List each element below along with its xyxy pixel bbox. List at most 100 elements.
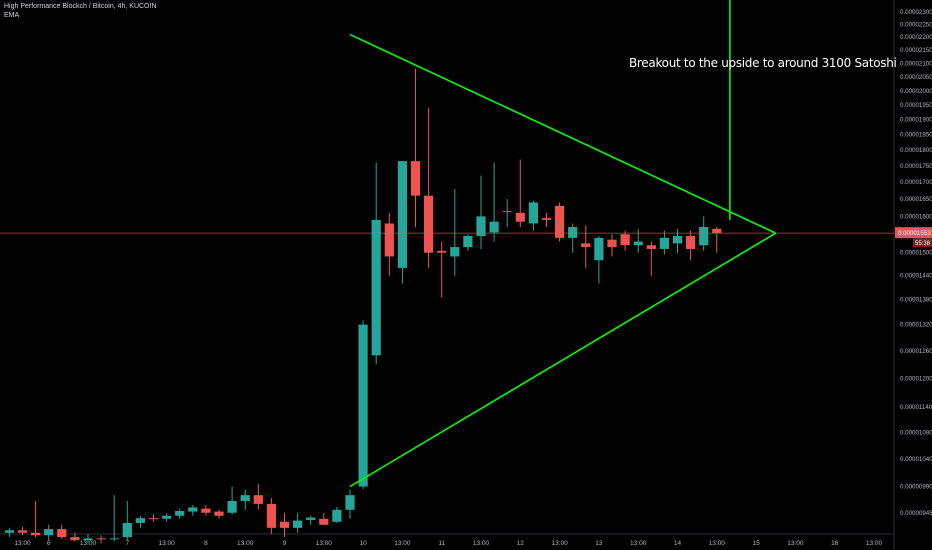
time-tick-label: 13:00	[237, 540, 254, 547]
candle	[659, 230, 669, 255]
candle	[293, 512, 303, 533]
time-tick-label: 9	[283, 540, 287, 547]
candle-body	[201, 508, 211, 513]
price-tick-label: 0.00002150	[900, 47, 932, 54]
candle	[699, 216, 709, 251]
trendline-lower	[349, 232, 777, 488]
price-tick-label: 0.00001850	[900, 132, 932, 139]
time-tick-label: 13:00	[709, 540, 726, 547]
candle-body	[620, 234, 630, 246]
candle-body	[450, 247, 460, 257]
price-tick-label: 0.00002200	[900, 34, 932, 41]
candle-body	[410, 161, 421, 196]
candle-body	[581, 243, 591, 248]
candle	[253, 483, 263, 510]
time-tick-label: 13:00	[630, 540, 647, 547]
candle	[620, 230, 630, 251]
candle	[371, 162, 381, 365]
candle	[227, 486, 237, 515]
time-tick-label: 11	[438, 540, 445, 547]
time-tick-label: 13:00	[158, 540, 175, 547]
candle-body	[319, 518, 329, 525]
candle-body	[162, 515, 172, 519]
candle-body	[31, 532, 41, 536]
countdown-label: 55:38	[915, 241, 931, 247]
time-tick-label: 13:00	[473, 540, 490, 547]
trendline-upper	[349, 33, 777, 234]
candle	[476, 175, 486, 249]
candle	[96, 535, 106, 544]
price-tick-label: 0.00001320	[900, 322, 932, 329]
candle-body	[541, 218, 552, 220]
candle	[17, 526, 28, 536]
countdown-badge	[913, 238, 932, 248]
candle	[515, 159, 525, 228]
candle	[489, 162, 499, 242]
candle-body	[568, 227, 578, 238]
price-tick-label: 0.00000990	[900, 484, 932, 491]
candle	[148, 514, 159, 522]
candle-body	[424, 195, 434, 253]
time-tick-label: 13:00	[14, 540, 31, 547]
candle-body	[397, 161, 407, 268]
time-tick-label: 8	[204, 540, 208, 547]
time-tick-label: 14	[674, 540, 682, 547]
symbol-title[interactable]: High Performance Blockch / Bitcoin, 4h, …	[4, 3, 157, 10]
candle-body	[148, 518, 159, 520]
candle	[424, 107, 434, 268]
price-tick-label: 0.00001900	[900, 117, 932, 124]
candle	[4, 527, 14, 538]
time-tick-label: 13	[595, 540, 603, 547]
candle	[463, 234, 473, 251]
candle	[214, 509, 224, 519]
candle-body	[489, 221, 499, 233]
time-tick-label: 13:00	[80, 540, 97, 547]
candle-body	[686, 236, 696, 249]
candle	[358, 320, 368, 490]
candle	[607, 234, 617, 257]
candle-body	[712, 228, 722, 234]
candle-body	[699, 227, 709, 246]
candle-body	[358, 324, 368, 487]
candle	[83, 534, 93, 544]
candle-body	[253, 495, 263, 504]
candle-body	[594, 237, 604, 261]
candle-body	[607, 239, 617, 248]
time-tick-label: 16	[831, 540, 839, 547]
candle-body	[345, 495, 355, 510]
candle	[188, 505, 198, 516]
candle	[332, 506, 342, 523]
candle-body	[83, 538, 93, 541]
time-tick-label: 13:00	[866, 540, 883, 547]
price-tick-label: 0.00002000	[900, 88, 932, 95]
current-price-badge	[895, 227, 932, 239]
candle-body	[17, 530, 28, 533]
candle	[201, 505, 211, 516]
candle-body	[672, 236, 683, 244]
candle	[594, 236, 604, 284]
candle-body	[555, 205, 565, 238]
price-tick-label: 0.00000945	[900, 510, 932, 517]
candle	[70, 532, 80, 542]
candle	[437, 241, 447, 298]
price-tick-label: 0.00001260	[900, 348, 932, 355]
price-tick-label: 0.00001140	[900, 404, 932, 411]
candle-body	[528, 202, 538, 224]
candle	[450, 188, 460, 276]
candle-body	[4, 530, 14, 533]
candle-body	[463, 236, 473, 248]
time-axis[interactable]: 13:00 6 13:00 7 13:00 8 13:00 9 13:00 10 13:00 11 13…	[14, 540, 882, 547]
current-price-label: 0.00001553	[898, 230, 931, 237]
candle	[135, 515, 145, 528]
breakout-annotation: Breakout to the upside to around 3100 Sa…	[629, 56, 897, 70]
candle	[686, 230, 696, 261]
price-tick-label: 0.00001800	[900, 147, 932, 154]
indicator-label[interactable]: EMA	[4, 12, 20, 19]
candle	[44, 524, 54, 541]
candle-body	[437, 250, 447, 253]
price-tick-label: 0.00002300	[900, 9, 932, 16]
candle	[266, 498, 276, 534]
candle-body	[384, 223, 394, 257]
